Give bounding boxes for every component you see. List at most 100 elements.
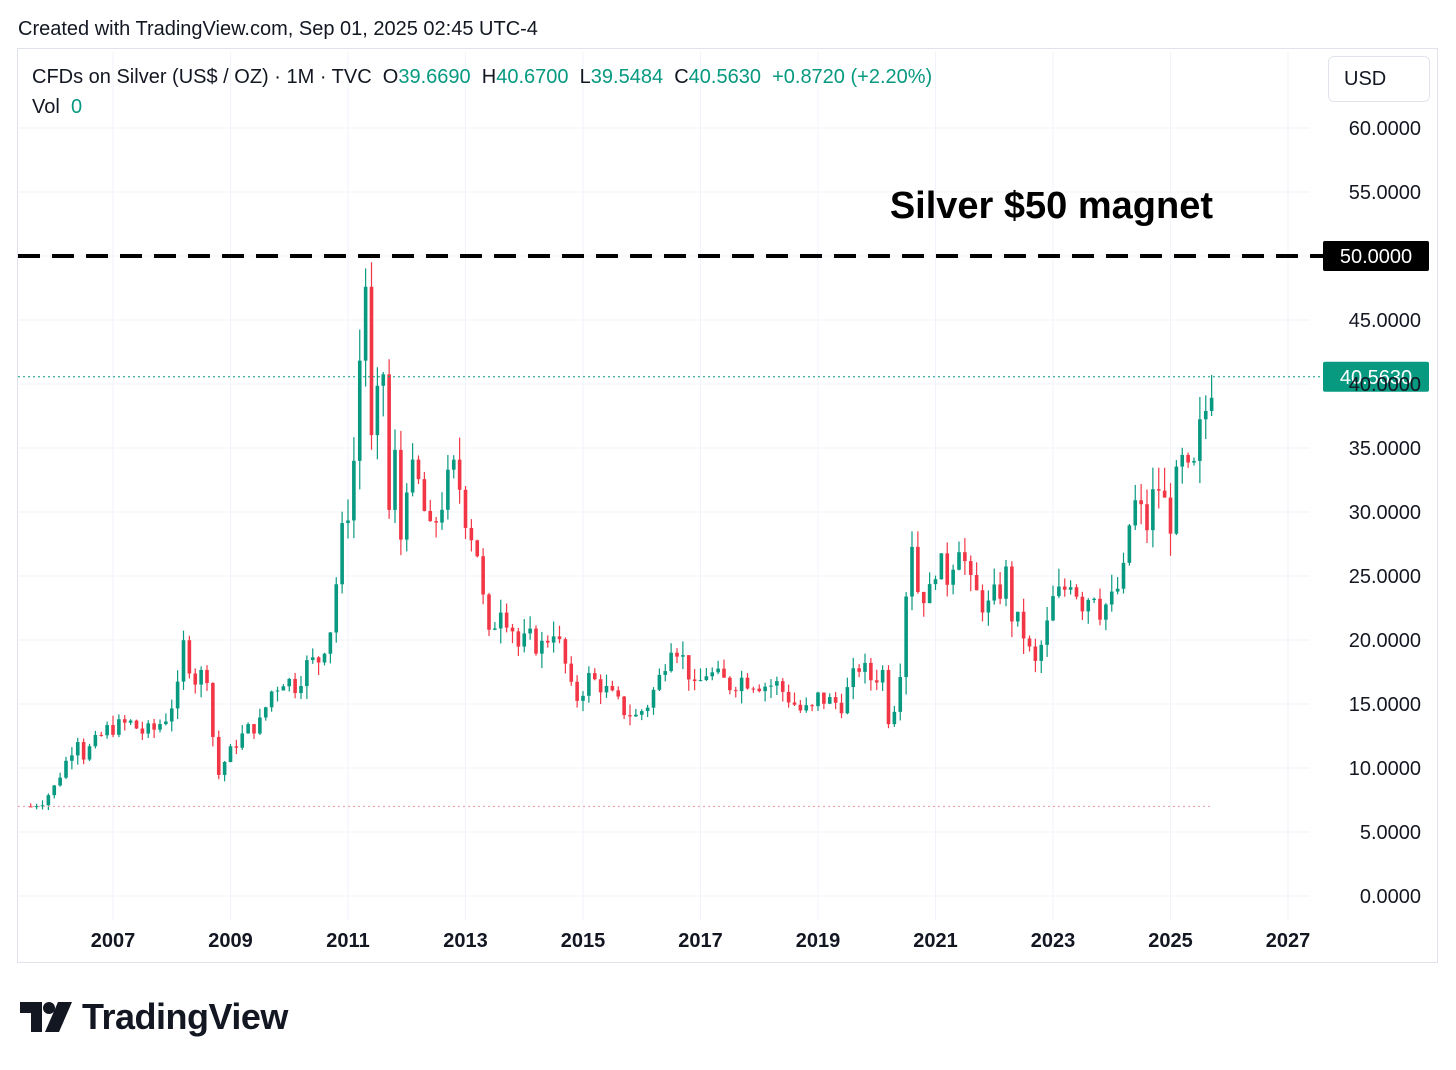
candle-body bbox=[945, 553, 950, 585]
candle-body bbox=[1104, 604, 1108, 620]
candle-body bbox=[440, 509, 444, 523]
candle-body bbox=[205, 669, 209, 684]
candle-body bbox=[287, 678, 292, 687]
candle-body bbox=[557, 636, 562, 640]
candle-body bbox=[780, 681, 785, 692]
magnet-50-price-tag bbox=[1323, 241, 1429, 271]
candle-body bbox=[545, 640, 550, 643]
price-tick-label: 55.0000 bbox=[1349, 182, 1421, 204]
candle-body bbox=[434, 521, 438, 523]
price-tick-label: 60.0000 bbox=[1349, 118, 1421, 140]
candle-body bbox=[457, 459, 462, 490]
candle-body bbox=[733, 690, 738, 692]
candle-body bbox=[87, 746, 92, 760]
candle-body bbox=[340, 523, 344, 585]
candle-body bbox=[487, 594, 491, 630]
symbol-title[interactable]: CFDs on Silver (US$ / OZ) · 1M · TVC bbox=[32, 66, 372, 88]
candle-body bbox=[651, 689, 656, 708]
candle-body bbox=[798, 704, 803, 711]
tradingview-logo-icon bbox=[20, 1002, 72, 1032]
last-price-text: 40.5630 bbox=[1340, 367, 1412, 389]
candle-body bbox=[957, 552, 961, 570]
candle-body bbox=[1004, 566, 1008, 599]
candle-body bbox=[93, 734, 98, 747]
candle-body bbox=[604, 686, 609, 693]
candle-body bbox=[1092, 598, 1096, 601]
candle-body bbox=[111, 725, 115, 735]
candle-body bbox=[493, 628, 497, 630]
candle-body bbox=[258, 717, 262, 734]
candle-body bbox=[1074, 587, 1079, 597]
price-tick-label: 45.0000 bbox=[1349, 310, 1421, 332]
candle-body bbox=[663, 671, 668, 675]
low-value: 39.5484 bbox=[590, 66, 664, 88]
candle-body bbox=[675, 652, 679, 657]
candle-body bbox=[451, 459, 456, 470]
candle-body bbox=[428, 510, 433, 522]
candle-body bbox=[498, 612, 503, 629]
close-label: C bbox=[674, 66, 689, 88]
candle-body bbox=[240, 733, 245, 748]
open-label: O bbox=[382, 66, 399, 88]
candle-body bbox=[381, 374, 386, 386]
low-label: L bbox=[579, 66, 591, 88]
candle-body bbox=[704, 676, 709, 681]
candle-body bbox=[1145, 504, 1149, 531]
time-tick-label: 2009 bbox=[208, 930, 253, 952]
currency-button[interactable]: USD bbox=[1328, 56, 1430, 102]
candle-body bbox=[216, 736, 221, 775]
candle-body bbox=[810, 705, 814, 707]
tradingview-logo[interactable]: TradingView bbox=[20, 996, 288, 1038]
candle-body bbox=[269, 691, 274, 708]
candle-body bbox=[804, 705, 809, 711]
candle-body bbox=[839, 702, 844, 714]
candle-body bbox=[393, 449, 397, 510]
candle-body bbox=[1168, 497, 1173, 534]
candle-body bbox=[916, 546, 920, 592]
candle-body bbox=[463, 489, 468, 528]
candle-body bbox=[446, 469, 450, 510]
candle-body bbox=[639, 711, 644, 715]
candle-body bbox=[1174, 466, 1179, 534]
reference-lines: 50.0000 40.5630 bbox=[18, 241, 1429, 807]
candle-body bbox=[763, 686, 767, 692]
candle-body bbox=[1039, 644, 1044, 661]
candle-body bbox=[722, 668, 726, 678]
price-tick-label: 5.0000 bbox=[1360, 822, 1421, 844]
open-value: 39.6690 bbox=[398, 66, 471, 88]
candle-body bbox=[105, 725, 109, 736]
candle-body bbox=[1198, 419, 1202, 461]
candle-body bbox=[299, 686, 303, 694]
high-value: 40.6700 bbox=[496, 66, 569, 88]
candle-body bbox=[1209, 397, 1214, 411]
candle-body bbox=[628, 715, 632, 717]
candle-body bbox=[716, 668, 720, 673]
candle-body bbox=[164, 721, 168, 725]
candle-body bbox=[175, 681, 180, 709]
candle-body bbox=[927, 584, 932, 604]
candle-body bbox=[481, 556, 485, 595]
candle-body bbox=[1192, 460, 1196, 463]
candle-body bbox=[352, 460, 356, 521]
candle-body bbox=[146, 723, 151, 734]
volume-legend: Vol 0 bbox=[32, 96, 82, 119]
candle-body bbox=[193, 673, 198, 685]
candle-body bbox=[692, 679, 697, 682]
time-tick-label: 2017 bbox=[678, 930, 723, 952]
candle-body bbox=[540, 640, 544, 654]
candle-body bbox=[305, 660, 309, 687]
candle-body bbox=[598, 679, 603, 693]
candle-body bbox=[375, 385, 380, 436]
candle-body bbox=[70, 755, 74, 761]
candle-body bbox=[1068, 587, 1073, 590]
candle-body bbox=[328, 632, 333, 654]
candle-body bbox=[516, 631, 521, 647]
candle-body bbox=[686, 655, 691, 680]
candle-body bbox=[181, 640, 186, 682]
candle-body bbox=[886, 669, 891, 725]
candle-body bbox=[1027, 638, 1032, 647]
tradingview-brand-name: TradingView bbox=[82, 996, 288, 1037]
candle-body bbox=[222, 762, 227, 775]
candle-body bbox=[187, 640, 192, 674]
